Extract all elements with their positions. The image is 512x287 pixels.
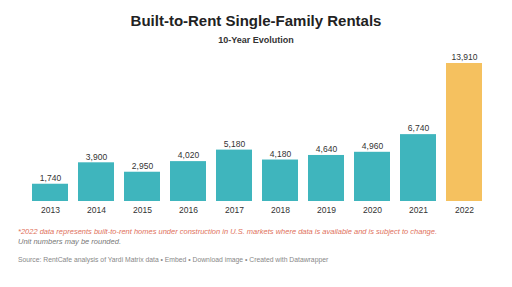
svg-text:2018: 2018 — [271, 205, 290, 215]
svg-text:2020: 2020 — [363, 205, 382, 215]
svg-text:3,900: 3,900 — [86, 152, 108, 162]
svg-text:4,020: 4,020 — [178, 150, 200, 160]
svg-text:2021: 2021 — [409, 205, 428, 215]
svg-text:2022: 2022 — [455, 205, 474, 215]
svg-text:1,740: 1,740 — [40, 173, 62, 183]
svg-text:4,640: 4,640 — [316, 144, 338, 154]
svg-text:13,910: 13,910 — [452, 52, 478, 62]
svg-text:4,180: 4,180 — [270, 149, 292, 159]
html-text:*2022 data represents built-to: *2022 data represents built-to-rent home… — [18, 227, 437, 236]
svg-text:5,180: 5,180 — [224, 139, 246, 149]
svg-text:2015: 2015 — [133, 205, 152, 215]
svg-text:2016: 2016 — [179, 205, 198, 215]
svg-text:2013: 2013 — [41, 205, 60, 215]
svg-text:6,740: 6,740 — [408, 123, 430, 133]
html-text:Built-to-Rent Single-Family Re: Built-to-Rent Single-Family Rentals — [130, 12, 382, 29]
html-text:Source: RentCafe analysis of Y: Source: RentCafe analysis of Yardi Matri… — [18, 256, 329, 263]
html-text:Unit numbers may be rounded.: Unit numbers may be rounded. — [18, 237, 121, 246]
html-text:10-Year Evolution: 10-Year Evolution — [218, 35, 294, 45]
svg-text:2019: 2019 — [317, 205, 336, 215]
svg-text:2014: 2014 — [87, 205, 106, 215]
svg-text:4,960: 4,960 — [362, 141, 384, 151]
svg-text:2017: 2017 — [225, 205, 244, 215]
svg-text:2,950: 2,950 — [132, 161, 154, 171]
